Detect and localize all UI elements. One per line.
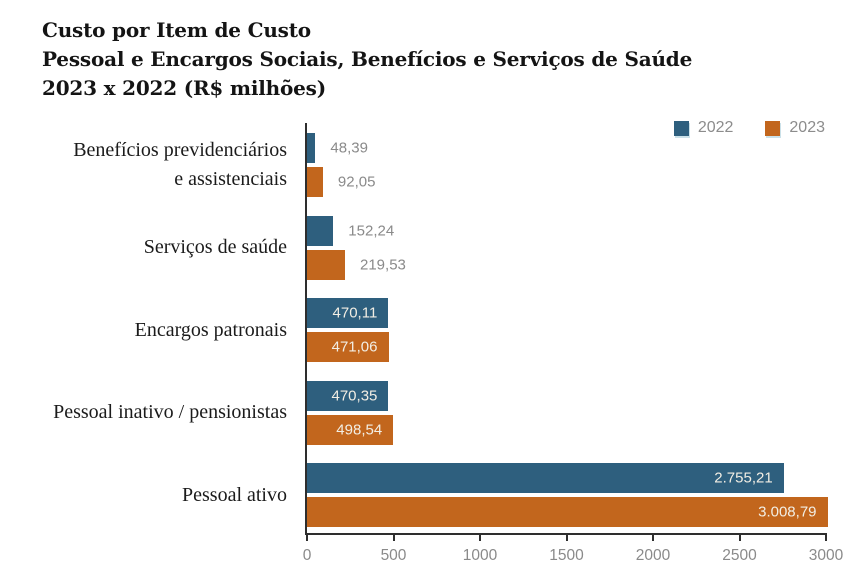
x-tick-mark-500	[392, 533, 395, 541]
bar-2023-category-3: 498,54	[307, 414, 394, 445]
x-tick-label-2000: 2000	[635, 547, 671, 564]
legend: 2022 2023	[673, 119, 825, 137]
category-label-line: Pessoal inativo / pensionistas	[53, 401, 287, 423]
title-line-2: Pessoal e Encargos Sociais, Benefícios e…	[42, 47, 693, 71]
x-tick-mark-3000	[825, 533, 827, 541]
bar-value-label: 3.008,79	[758, 503, 817, 521]
y-axis-line	[305, 123, 307, 535]
legend-swatch-2022	[673, 120, 689, 136]
x-tick-label-1500: 1500	[549, 547, 584, 564]
category-label-line: Pessoal ativo	[182, 483, 287, 506]
bar-value-label: 2.755,21	[714, 469, 773, 487]
legend-label-2022: 2022	[697, 119, 734, 136]
x-tick-label-1000: 1000	[462, 547, 498, 564]
bar-2023-category-2: 471,06	[307, 332, 389, 362]
bar-value-label: 48,39	[330, 139, 368, 157]
bar-value-label: 470,11	[332, 304, 378, 322]
category-label-2: Encargos patronais	[0, 298, 287, 362]
bar-value-label: 92,05	[337, 173, 376, 191]
bar-2022-category-1: 152,24	[307, 215, 394, 246]
category-label-line: Benefícios previdenciários	[73, 139, 287, 161]
bar-2023-category-4: 3.008,79	[307, 497, 828, 527]
x-tick-mark-2000	[652, 533, 654, 541]
title-line-3: 2023 x 2022 (R$ milhões)	[42, 76, 326, 100]
x-tick-mark-0	[306, 533, 308, 541]
plot-area: 48,39 92,05 152,24 219,53 470,11 471,06 470,35…	[303, 123, 843, 564]
bar-value-label: 470,35	[331, 387, 378, 404]
legend-label-2023: 2023	[789, 119, 825, 136]
bar-value-label: 498,54	[336, 421, 383, 438]
legend-swatch-2023	[765, 120, 781, 136]
x-tick-mark-1500	[565, 533, 568, 541]
category-label-4: Pessoal ativo	[0, 463, 287, 527]
x-tick-label-0: 0	[302, 547, 312, 564]
bar-2022-category-0: 48,39	[307, 133, 368, 163]
legend-item-2022: 2022	[673, 119, 734, 137]
title-line-1: Custo por Item de Custo	[42, 18, 311, 42]
category-label-1: Serviços de saúde	[0, 216, 287, 280]
category-label-line: Serviços de saúde	[143, 236, 287, 258]
x-tick-label-3000: 3000	[808, 547, 844, 564]
category-label-0: Benefícios previdenciários e assistenciai…	[0, 133, 287, 197]
bar-2022-category-2: 470,11	[307, 298, 389, 328]
bar-2022-category-3: 470,35	[307, 380, 389, 411]
bar-2023-category-1: 219,53	[307, 249, 406, 280]
category-label-line: Encargos patronais	[134, 318, 287, 341]
bar-2022-category-4: 2.755,21	[307, 463, 784, 493]
bar-value-label: 152,24	[348, 222, 395, 239]
x-tick-mark-2500	[738, 533, 741, 541]
bar-value-label: 471,06	[331, 338, 378, 356]
x-tick-label-2500: 2500	[722, 547, 757, 564]
legend-item-2023: 2023	[765, 119, 825, 137]
category-label-line: e assistenciais	[174, 168, 287, 190]
bar-value-label: 219,53	[360, 256, 406, 273]
chart-title: Custo por Item de Custo Pessoal e Encarg…	[42, 16, 692, 103]
category-label-3: Pessoal inativo / pensionistas	[0, 381, 287, 445]
x-tick-label-500: 500	[380, 547, 407, 564]
category-axis: Benefícios previdenciários e assistenciai…	[0, 0, 287, 585]
x-tick-mark-1000	[479, 533, 481, 541]
bar-2023-category-0: 92,05	[307, 167, 375, 197]
